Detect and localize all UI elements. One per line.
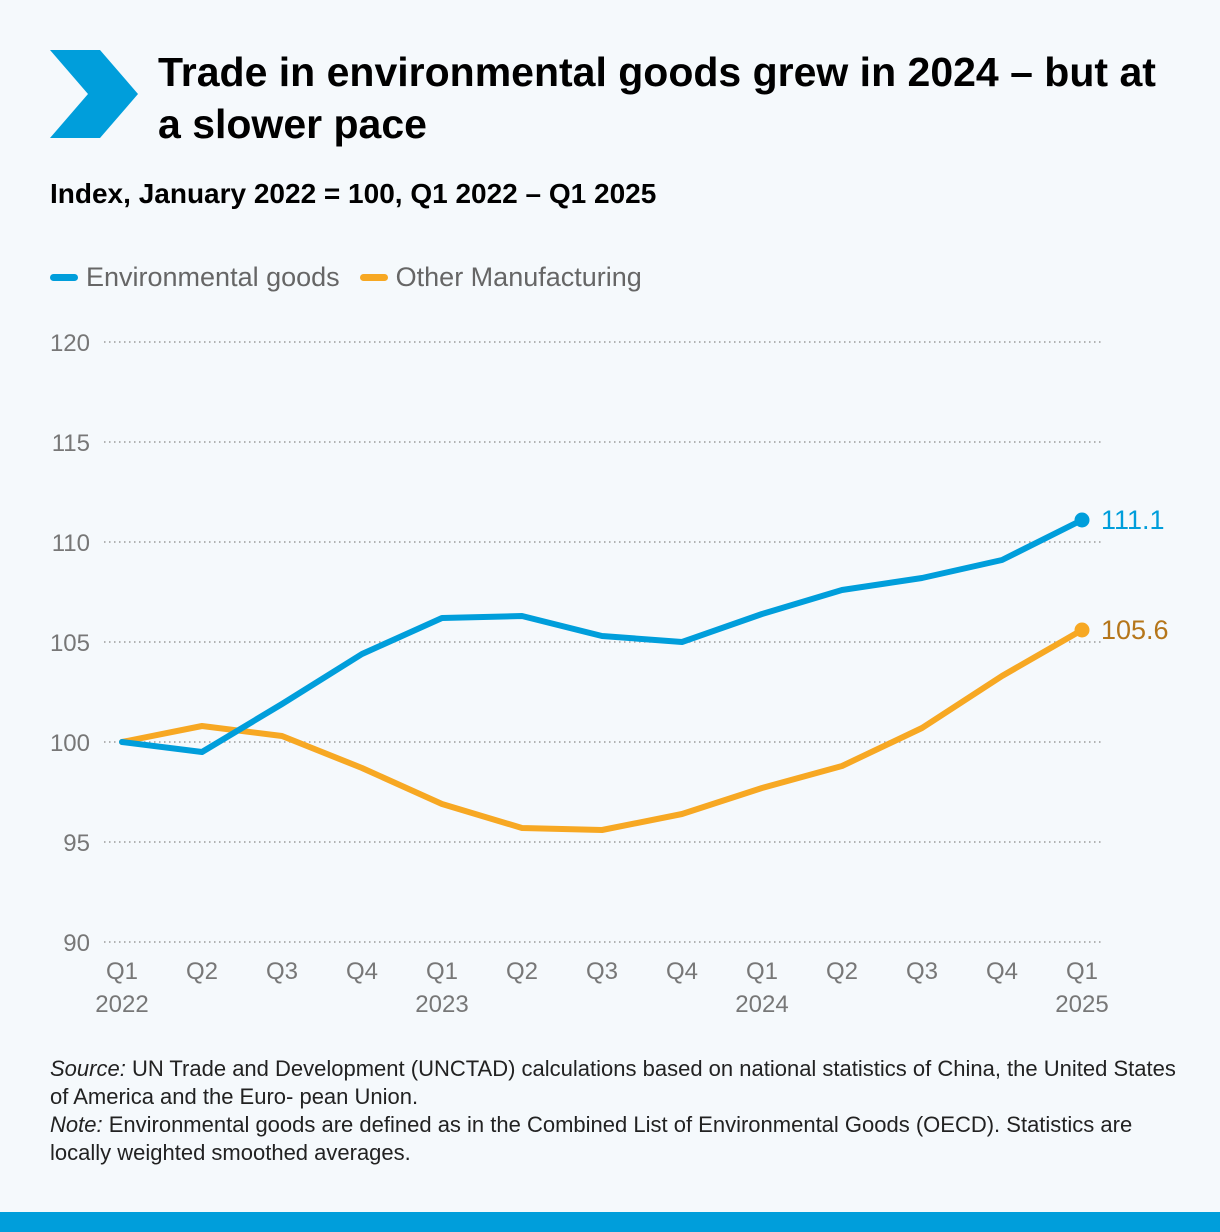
source-text: UN Trade and Development (UNCTAD) calcul… — [50, 1056, 1176, 1109]
legend-label-environmental: Environmental goods — [86, 262, 340, 292]
x-tick-label: Q1 — [1066, 958, 1098, 985]
y-tick-label: 115 — [52, 430, 90, 457]
note-text: Environmental goods are defined as in th… — [50, 1112, 1133, 1165]
y-tick-label: 105 — [50, 630, 90, 657]
series-line-manufacturing — [119, 627, 1085, 833]
end-point-manufacturing — [1074, 622, 1090, 638]
source-label: Source: — [50, 1056, 126, 1081]
y-tick-label: 120 — [50, 330, 90, 357]
x-year-label: 2024 — [735, 991, 788, 1018]
chart-legend: Environmental goods Other Manufacturing — [50, 262, 662, 293]
x-tick-label: Q4 — [346, 958, 378, 985]
source-note: Source: UN Trade and Development (UNCTAD… — [50, 1055, 1180, 1111]
x-tick-label: Q3 — [266, 958, 298, 985]
y-tick-label: 90 — [63, 930, 90, 957]
x-tick-label: Q1 — [106, 958, 138, 985]
x-tick-label: Q4 — [666, 958, 698, 985]
legend-item-manufacturing: Other Manufacturing — [359, 262, 642, 293]
x-tick-label: Q2 — [506, 958, 538, 985]
x-tick-label: Q3 — [906, 958, 938, 985]
x-tick-label: Q2 — [186, 958, 218, 985]
bottom-accent-bar — [0, 1212, 1220, 1232]
chart-title: Trade in environmental goods grew in 202… — [158, 49, 1156, 147]
legend-item-environmental: Environmental goods — [50, 262, 340, 293]
x-year-label: 2023 — [415, 991, 468, 1018]
line-chart: 90 95 100 105 110 115 120 Q1 2022 Q2 Q3 Q4 Q1 2023 Q2 Q… — [50, 330, 1169, 1018]
x-tick-label: Q4 — [986, 958, 1018, 985]
end-label-manufacturing: 105.6 — [1101, 615, 1169, 645]
legend-label-manufacturing: Other Manufacturing — [395, 262, 642, 292]
legend-swatch-environmental — [50, 274, 78, 281]
x-tick-label: Q2 — [826, 958, 858, 985]
note-label: Note: — [50, 1112, 103, 1137]
y-tick-label: 110 — [52, 530, 90, 557]
x-year-label: 2025 — [1055, 991, 1108, 1018]
x-tick-label: Q3 — [586, 958, 618, 985]
definition-note: Note: Environmental goods are defined as… — [50, 1111, 1180, 1167]
x-year-label: 2022 — [95, 991, 148, 1018]
end-label-environmental: 111.1 — [1101, 505, 1165, 535]
chevron-logo-icon — [50, 50, 138, 138]
x-tick-label: Q1 — [426, 958, 458, 985]
legend-swatch-manufacturing — [359, 274, 388, 281]
series-line-environmental — [119, 517, 1085, 755]
end-point-environmental — [1074, 512, 1090, 528]
chart-notes: Source: UN Trade and Development (UNCTAD… — [50, 1055, 1180, 1167]
x-tick-label: Q1 — [746, 958, 778, 985]
y-tick-label: 100 — [50, 730, 90, 757]
y-tick-label: 95 — [63, 830, 90, 857]
chart-subtitle: Index, January 2022 = 100, Q1 2022 – Q1 … — [50, 178, 657, 209]
